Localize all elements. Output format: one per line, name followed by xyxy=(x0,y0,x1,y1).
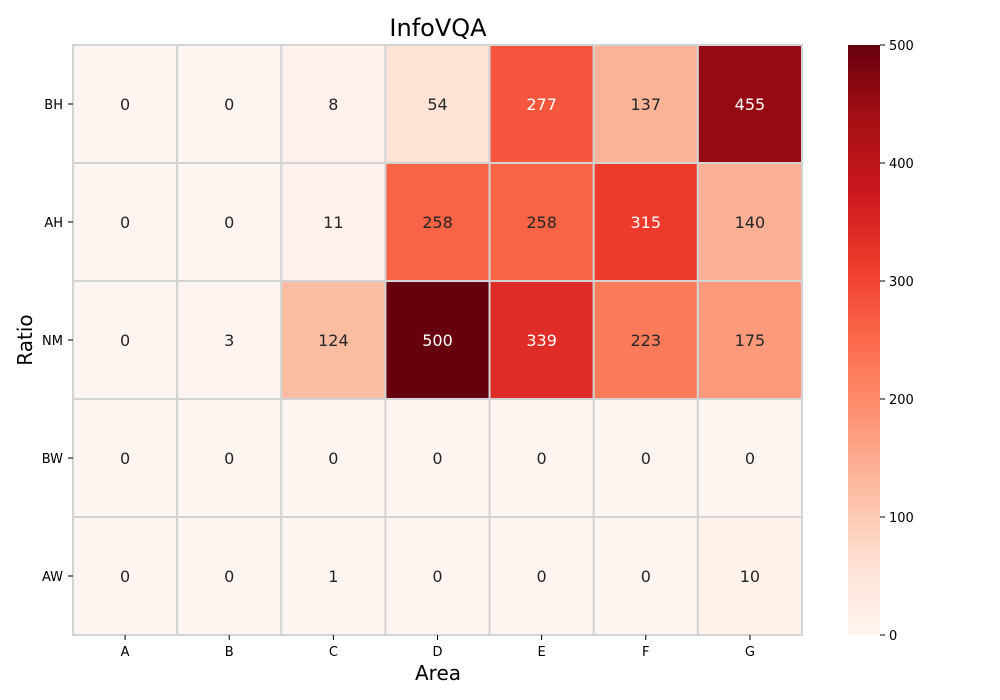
cell-value-label: 54 xyxy=(427,95,447,114)
colorbar-ticks: 0 100 200 300 400 500 xyxy=(880,39,914,644)
heatmap-cell xyxy=(592,44,699,164)
heatmap-cell-labels: 0 0 8 54 277 137 455 0 0 11 258 258 315 140 0 3 124 500 33… xyxy=(120,95,765,586)
cell-value-label: 11 xyxy=(323,213,343,232)
cell-value-label: 137 xyxy=(631,95,662,114)
cell-value-label: 124 xyxy=(318,331,349,350)
cell-value-label: 315 xyxy=(631,213,662,232)
y-tick-label: AW xyxy=(42,570,63,585)
cell-value-label: 10 xyxy=(740,567,760,586)
cell-value-label: 0 xyxy=(537,567,547,586)
heatmap-cell xyxy=(280,280,387,400)
y-tick-label: BW xyxy=(42,452,63,467)
cell-value-label: 0 xyxy=(641,567,651,586)
cell-value-label: 3 xyxy=(224,331,234,350)
heatmap-cell xyxy=(176,280,283,400)
heatmap-cell xyxy=(72,516,179,636)
heatmap-cell xyxy=(696,280,803,400)
cell-value-label: 140 xyxy=(735,213,766,232)
heatmap-cell xyxy=(696,162,803,282)
colorbar-tick-label: 200 xyxy=(889,393,914,408)
cell-value-label: 277 xyxy=(526,95,557,114)
x-tick-label: D xyxy=(432,645,442,660)
cell-value-label: 0 xyxy=(120,567,130,586)
heatmap-cell xyxy=(72,398,179,518)
x-tick-label: A xyxy=(121,645,130,660)
colorbar-tick-label: 0 xyxy=(889,629,897,644)
heatmap-cell xyxy=(72,44,179,164)
cell-value-label: 0 xyxy=(224,567,234,586)
cell-value-label: 258 xyxy=(422,213,453,232)
chart-title: InfoVQA xyxy=(389,14,487,42)
cell-value-label: 0 xyxy=(224,95,234,114)
cell-value-label: 0 xyxy=(537,449,547,468)
heatmap-cell xyxy=(176,398,283,518)
y-axis: BH AH NM BW AW xyxy=(42,98,73,585)
x-tick-label: F xyxy=(642,645,649,660)
heatmap-cell xyxy=(280,516,387,636)
x-axis: A B C D E F G xyxy=(121,635,755,660)
cell-value-label: 500 xyxy=(422,331,453,350)
cell-value-label: 0 xyxy=(432,567,442,586)
y-axis-label: Ratio xyxy=(13,314,37,365)
cell-value-label: 175 xyxy=(735,331,766,350)
heatmap-cell xyxy=(696,398,803,518)
cell-value-label: 0 xyxy=(745,449,755,468)
cell-value-label: 223 xyxy=(631,331,662,350)
heatmap-cell xyxy=(592,280,699,400)
cell-value-label: 0 xyxy=(432,449,442,468)
heatmap-cell xyxy=(384,398,491,518)
colorbar-tick-label: 500 xyxy=(889,39,914,54)
cell-value-label: 0 xyxy=(120,449,130,468)
cell-value-label: 258 xyxy=(526,213,557,232)
y-tick-label: NM xyxy=(42,334,63,349)
colorbar xyxy=(848,45,880,635)
x-tick-label: B xyxy=(225,645,234,660)
cell-value-label: 0 xyxy=(224,449,234,468)
cell-value-label: 0 xyxy=(641,449,651,468)
heatmap-cell xyxy=(280,44,387,164)
cell-value-label: 0 xyxy=(224,213,234,232)
cell-value-label: 8 xyxy=(328,95,338,114)
heatmap-cell xyxy=(280,162,387,282)
colorbar-tick-label: 400 xyxy=(889,157,914,172)
x-tick-label: E xyxy=(538,645,546,660)
x-axis-label: Area xyxy=(415,661,461,685)
heatmap-cell xyxy=(384,280,491,400)
cell-value-label: 0 xyxy=(328,449,338,468)
heatmap-cells xyxy=(72,44,803,636)
colorbar-tick-label: 300 xyxy=(889,275,914,290)
y-tick-label: BH xyxy=(44,98,63,113)
cell-value-label: 0 xyxy=(120,331,130,350)
cell-value-label: 0 xyxy=(120,95,130,114)
x-tick-label: G xyxy=(745,645,755,660)
heatmap-cell xyxy=(488,280,595,400)
cell-value-label: 0 xyxy=(120,213,130,232)
cell-value-label: 339 xyxy=(526,331,557,350)
heatmap-cell xyxy=(488,162,595,282)
heatmap-cell xyxy=(592,398,699,518)
x-tick-label: C xyxy=(329,645,338,660)
cell-value-label: 455 xyxy=(735,95,766,114)
heatmap-cell xyxy=(176,44,283,164)
colorbar-tick-label: 100 xyxy=(889,511,914,526)
cell-value-label: 1 xyxy=(328,567,338,586)
y-tick-label: AH xyxy=(44,216,63,231)
